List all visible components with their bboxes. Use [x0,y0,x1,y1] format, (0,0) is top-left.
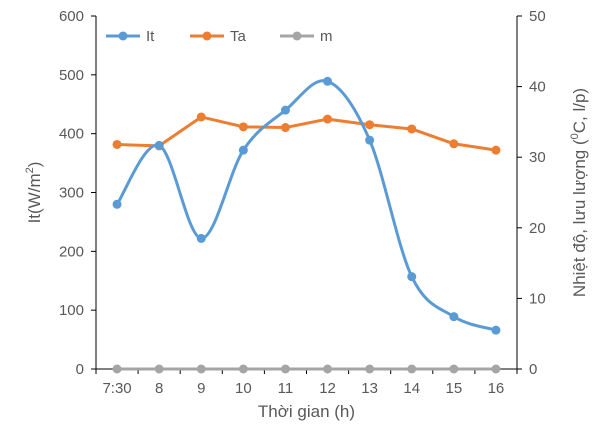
legend: It Ta m [106,28,333,45]
right-y-tick-label: 30 [529,149,546,166]
right-y-tick-label: 40 [529,79,546,96]
left-y-tick-label: 0 [76,361,84,378]
series-it-point [238,145,248,155]
x-tick-label: 11 [278,380,294,397]
axes: 0 100 200 300 400 500 600 0 10 20 30 40 50 7:30 8 9 10 11… [24,8,589,421]
series-ta-point [449,139,459,149]
right-y-tick-label: 0 [529,361,537,378]
series-m-point [238,364,248,374]
x-tick-label: 13 [361,380,378,397]
x-tick-label: 12 [319,380,336,397]
series-m-point [154,364,164,374]
right-y-tick-label: 10 [529,290,546,307]
legend-m-label: m [320,28,333,45]
series-layer [112,76,501,374]
series-it-point [365,135,375,145]
x-tick-label: 7:30 [102,380,131,397]
x-tick-label: 10 [235,380,252,397]
series-ta-point [280,123,290,133]
legend-ta-swatch-marker [202,31,212,41]
series-m-point [449,364,459,374]
x-tick-label: 9 [197,380,205,397]
series-ta-point [491,145,501,155]
series-it-point [196,233,206,243]
series-ta-point [407,124,417,134]
series-it-point [491,325,501,335]
left-y-tick-label: 500 [59,67,84,84]
left-y-tick-label: 200 [59,243,84,260]
series-it-point [407,272,417,282]
series-it-point [323,76,333,86]
right-y-axis-title: Nhiệt độ, lưu lượng (0C, l/p) [569,88,589,297]
series-m-point [407,364,417,374]
series-it-point [280,105,290,115]
x-axis-title: Thời gian (h) [258,402,355,421]
series-m-point [280,364,290,374]
x-tick-label: 14 [403,380,420,397]
series-ta-point [323,114,333,124]
series-ta-point [365,120,375,130]
series-m-point [491,364,501,374]
x-tick-label: 15 [446,380,463,397]
series-it-point [449,312,459,322]
series-it-point [154,140,164,150]
x-tick-label: 16 [488,380,505,397]
series-it-point [112,199,122,209]
series-m-point [365,364,375,374]
series-ta-point [112,139,122,149]
series-ta-point [238,122,248,132]
x-tick-label: 8 [155,380,163,397]
left-y-tick-label: 600 [59,8,84,25]
series-m-point [112,364,122,374]
right-y-tick-label: 50 [529,8,546,25]
legend-m-swatch-marker [292,31,302,41]
series-it-line [115,79,498,332]
left-y-tick-label: 100 [59,302,84,319]
left-y-tick-label: 300 [59,185,84,202]
legend-it-label: It [146,28,155,45]
legend-ta-label: Ta [230,28,247,45]
legend-it-swatch-marker [118,31,128,41]
left-y-tick-label: 400 [59,126,84,143]
series-ta-point [196,112,206,122]
series-ta-line [115,115,498,152]
series-m-point [196,364,206,374]
series-m-point [323,364,333,374]
left-y-axis-title: It(W/m2) [24,162,44,224]
right-y-tick-label: 20 [529,220,546,237]
